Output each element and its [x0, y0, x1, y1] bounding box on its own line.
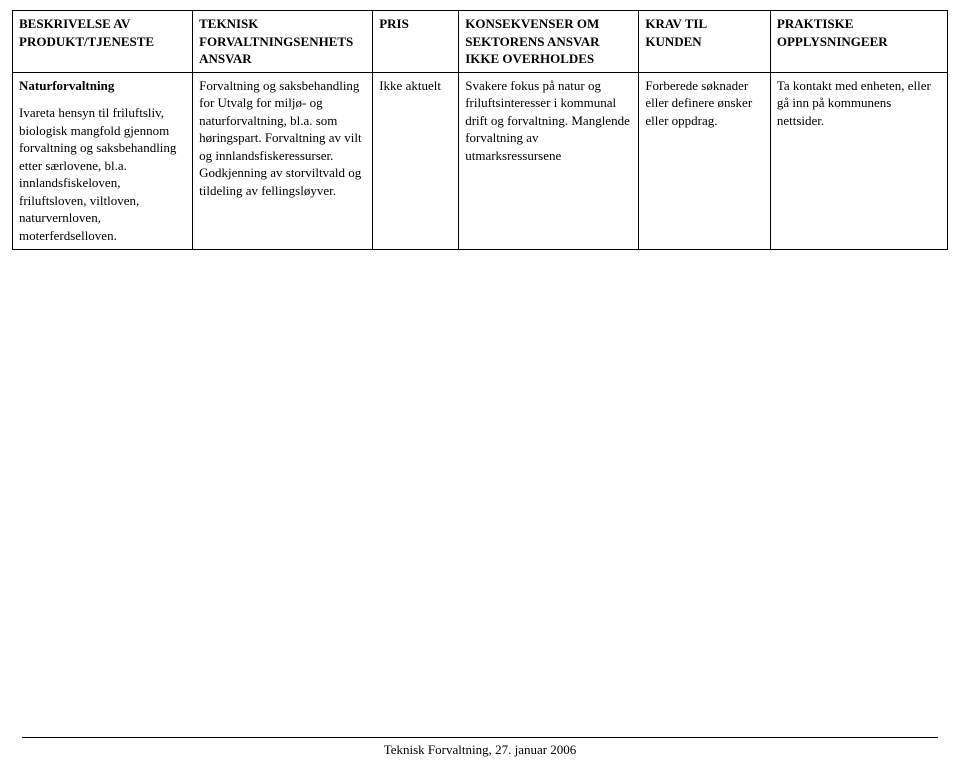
cell-practical-info: Ta kontakt med enheten, eller gå inn på … [770, 72, 947, 249]
header-practical-info: PRAKTISKE OPPLYSNINGEER [770, 11, 947, 73]
cell-price: Ikke aktuelt [373, 72, 459, 249]
cell-responsibility: Forvaltning og saksbehandling for Utvalg… [193, 72, 373, 249]
cell-customer-requirements: Forberede søknader eller definere ønsker… [639, 72, 771, 249]
cell-consequences: Svakere fokus på natur og friluftsintere… [459, 72, 639, 249]
footer-rule [22, 737, 938, 738]
header-description: BESKRIVELSE AV PRODUKT/TJENESTE [13, 11, 193, 73]
table-header-row: BESKRIVELSE AV PRODUKT/TJENESTE TEKNISK … [13, 11, 948, 73]
table-row: Naturforvaltning Ivareta hensyn til fril… [13, 72, 948, 249]
header-customer-requirements: KRAV TIL KUNDEN [639, 11, 771, 73]
header-responsibility: TEKNISK FORVALTNINGSENHETS ANSVAR [193, 11, 373, 73]
description-body: Ivareta hensyn til friluftsliv, biologis… [19, 105, 176, 243]
service-table: BESKRIVELSE AV PRODUKT/TJENESTE TEKNISK … [12, 10, 948, 250]
header-consequences: KONSEKVENSER OM SEKTORENS ANSVAR IKKE OV… [459, 11, 639, 73]
page: BESKRIVELSE AV PRODUKT/TJENESTE TEKNISK … [0, 0, 960, 772]
cell-description: Naturforvaltning Ivareta hensyn til fril… [13, 72, 193, 249]
footer-text: Teknisk Forvaltning, 27. januar 2006 [384, 742, 577, 757]
description-title: Naturforvaltning [19, 77, 186, 95]
header-price: PRIS [373, 11, 459, 73]
page-footer: Teknisk Forvaltning, 27. januar 2006 [0, 737, 960, 758]
